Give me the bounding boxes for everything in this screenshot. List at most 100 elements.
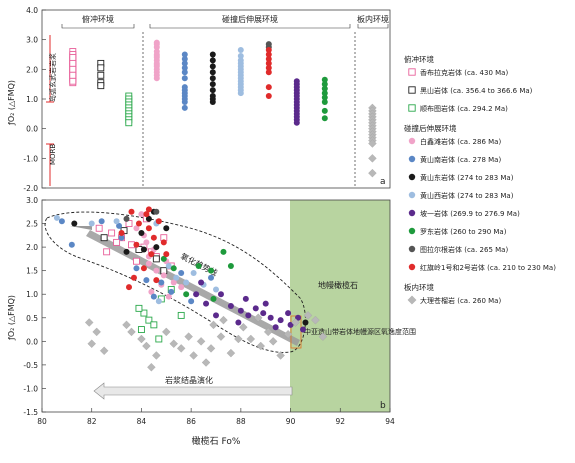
panel-a-y-tick-label: 0.0 — [26, 125, 38, 134]
legend-marker — [408, 191, 416, 199]
panel-b-y-tick-label: 3.0 — [26, 196, 38, 205]
legend-item-label: 白鑫滩岩体 (ca. 286 Ma) — [420, 137, 501, 146]
panel-a-point — [321, 115, 328, 122]
panel-b-point — [235, 319, 242, 326]
panel-b-point — [216, 332, 226, 341]
panel-b-point — [126, 284, 132, 291]
panel-b-point — [143, 277, 150, 284]
panel-a-y-tick-label: 4.0 — [26, 6, 38, 15]
panel-b-point — [252, 305, 259, 312]
panel-b-point — [210, 295, 217, 302]
panel-b-y-tick-label: -1.5 — [23, 408, 38, 417]
source-range-label: 中亚造山带岩体地幔源区氧逸度范围 — [304, 327, 416, 336]
panel-a-point — [237, 47, 244, 54]
panel-b-point — [173, 274, 180, 281]
panel-b-point — [162, 327, 171, 337]
panel-a-point — [368, 168, 377, 178]
panel-b-point — [177, 311, 185, 319]
panel-b-point — [133, 265, 140, 272]
panel-b-point — [184, 332, 193, 341]
panel-b-point — [108, 229, 116, 237]
panel-b-point — [195, 262, 202, 269]
panel-b-point — [68, 241, 75, 248]
panel-b-point — [122, 320, 131, 330]
panel-b-point — [160, 255, 167, 262]
panel-b-point — [188, 298, 195, 305]
arc-basalt-label: 岛弧玄武岩岩浆 — [48, 53, 57, 102]
legend-item-label: 大理苍榴岩 (ca. 260 Ma) — [420, 296, 501, 305]
panel-a-y-tick-label: 3.0 — [26, 36, 38, 45]
legend-marker — [408, 209, 416, 217]
panel-b-point — [209, 320, 218, 330]
panel-a-point — [209, 63, 216, 70]
panel-a-point — [321, 85, 328, 92]
panel-b-point — [155, 335, 163, 343]
panel-b-point — [242, 295, 249, 302]
panel-b-point — [140, 309, 148, 317]
panel-b-point — [153, 277, 160, 284]
panel-b-point — [71, 220, 78, 227]
panel-b-point — [150, 234, 157, 241]
panel-a-point — [265, 55, 272, 62]
legend-group-title: 碰撞后伸展环境 — [404, 123, 457, 133]
legend-marker — [408, 173, 416, 181]
panel-a-point — [181, 104, 188, 111]
panel-b-y-tick-label: 1.0 — [26, 290, 38, 299]
panel-b-point — [254, 313, 263, 322]
panel-b-point — [118, 229, 125, 236]
crystallization-label: 岩浆结晶演化 — [165, 375, 213, 385]
panel-b-point — [219, 315, 228, 325]
panel-b-point — [234, 334, 243, 344]
panel-a-point — [209, 81, 216, 88]
panel-b-x-tick-label: 88 — [236, 417, 246, 426]
panel-a-point — [153, 75, 160, 82]
bracket-subduction — [61, 24, 135, 29]
panel-b-point — [276, 351, 285, 360]
panel-a-y-tick-label: 2.0 — [26, 65, 38, 74]
panel-b-point — [300, 326, 306, 333]
panel-b-point — [193, 291, 200, 298]
panel-b-x-tick-label: 94 — [385, 417, 395, 426]
panel-b-point — [118, 234, 125, 241]
panel-b-point — [220, 248, 227, 255]
panel-b-point — [143, 239, 150, 246]
panel-a-point — [237, 90, 244, 97]
panel-b-point — [145, 225, 152, 232]
panel-a-y-tick-label: -2.0 — [23, 184, 38, 193]
panel-a-point — [153, 61, 160, 68]
panel-a-frame — [41, 9, 391, 189]
panel-b-point — [113, 238, 121, 246]
panel-a-point — [321, 76, 328, 83]
panel-b-point — [217, 291, 224, 298]
legend-item-label: 图拉尔根岩体 (ca. 265 Ma) — [420, 245, 508, 254]
panel-a-point — [368, 139, 377, 148]
panel-b-y-tick-label: 2.0 — [26, 243, 38, 252]
panel-b-point — [123, 215, 130, 222]
panel-b-point — [169, 339, 178, 348]
panel-b-point — [99, 346, 109, 355]
mantle-olivine-label: 地幔橄榄石 — [318, 280, 358, 290]
panel-a-point — [153, 41, 160, 48]
panel-b-point — [160, 272, 167, 279]
panel-b-point — [178, 270, 185, 277]
panel-b-y-tick-label: 2.5 — [26, 220, 38, 229]
panel-b-point — [155, 298, 162, 305]
panel-b-y-tick-label: -1.0 — [23, 384, 38, 393]
panel-b-point — [213, 286, 219, 293]
panel-a-y-tick-label: -1.0 — [23, 154, 38, 163]
panel-a-point — [153, 52, 160, 59]
panel-a-point — [97, 71, 105, 79]
panel-b-point — [88, 220, 95, 227]
panel-a-point — [181, 98, 188, 105]
panel-b-point — [246, 334, 256, 344]
panel-b-point — [147, 363, 156, 372]
panel-b-point — [272, 324, 279, 331]
panel-b-point — [92, 327, 101, 337]
panel-a-point — [265, 51, 272, 58]
panel-b-point — [145, 260, 152, 267]
panel-b-x-tick-label: 90 — [286, 417, 296, 426]
panel-b-y-tick-label: 1.5 — [26, 267, 38, 276]
panel-a-point — [181, 69, 188, 76]
morb-label: MORB — [49, 144, 57, 165]
